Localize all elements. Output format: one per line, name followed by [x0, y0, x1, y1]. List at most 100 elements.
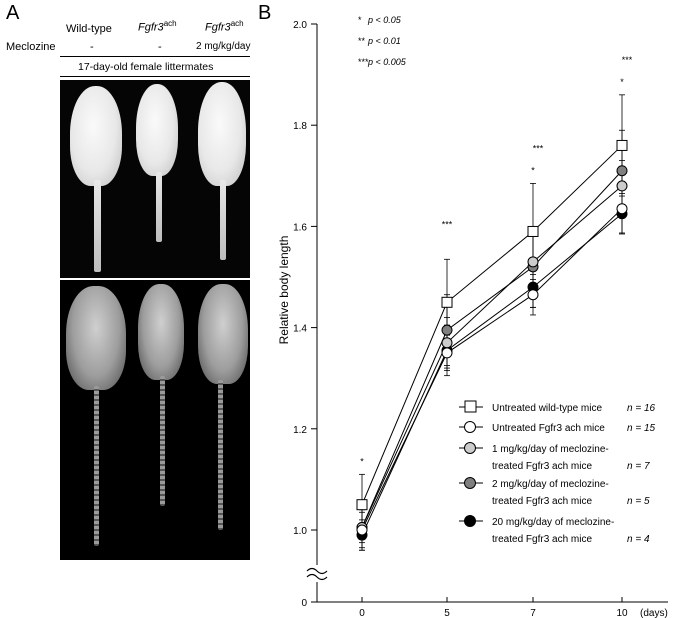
legend-n: n = 4 — [627, 534, 650, 545]
mice-photo — [60, 80, 250, 278]
header-fgfr3-untreated: Fgfr3ach — [138, 19, 177, 34]
legend-n: n = 15 — [627, 423, 656, 434]
data-point-circle — [441, 337, 453, 349]
data-point-circle — [616, 180, 628, 192]
legend-n: n = 7 — [627, 461, 650, 472]
data-point-circle — [356, 524, 368, 536]
series-legend: Untreated wild-type mice n = 16 Untreate… — [459, 400, 656, 545]
significance-mark: * — [360, 456, 364, 466]
y-tick-label: 2.0 — [293, 20, 307, 31]
data-point-square — [527, 225, 539, 237]
caption-rule — [60, 76, 250, 77]
x-tick-label: 0 — [359, 608, 365, 618]
axis-break — [306, 567, 328, 581]
data-point-square — [616, 139, 628, 151]
legend-marker-circle — [464, 421, 476, 433]
legend-entry-2mg: 2 mg/kg/day of meclozine- treated Fgfr3 … — [459, 477, 650, 507]
legend-label: Untreated wild-type mice — [492, 403, 602, 414]
data-point-square — [356, 499, 368, 511]
significance-mark: *** — [533, 143, 544, 153]
significance-mark: *** — [442, 219, 453, 229]
sig-text: p < 0.005 — [367, 57, 407, 67]
series-line — [361, 208, 623, 531]
legend-marker-circle — [464, 515, 476, 527]
legend-label: treated Fgfr3 ach mice — [492, 496, 592, 507]
legend-label: Untreated Fgfr3 ach mice — [492, 423, 605, 434]
y-tick-label: 0 — [301, 598, 307, 609]
significance-mark: * — [531, 165, 535, 175]
header-wild-type: Wild-type — [66, 23, 112, 35]
mouse-tail — [156, 172, 162, 242]
y-tick-label: 1.0 — [293, 526, 307, 537]
legend-entry-20mg: 20 mg/kg/day of meclozine- treated Fgfr3… — [459, 515, 650, 545]
series-line — [361, 185, 623, 528]
data-point-circle — [441, 347, 453, 359]
series-line — [361, 170, 623, 528]
legend-entry-untreated-fgfr3: Untreated Fgfr3 ach mice n = 15 — [459, 421, 656, 434]
data-point-circle — [616, 165, 628, 177]
meclozine-value-treated: 2 mg/kg/day — [196, 41, 251, 52]
mouse-tail — [220, 180, 226, 260]
sig-text: p < 0.01 — [367, 36, 401, 46]
header-wild-type-text: Wild-type — [66, 23, 112, 35]
y-tick-label: 1.4 — [293, 324, 307, 335]
panel-b-label: B — [258, 2, 272, 24]
panel-a-label: A — [6, 2, 20, 24]
legend-marker-circle — [464, 442, 476, 454]
legend-marker-circle — [464, 477, 476, 489]
legend-n: n = 5 — [627, 496, 650, 507]
mouse-fgfr3 — [136, 84, 178, 176]
xray-tail — [94, 386, 99, 546]
legend-label: treated Fgfr3 ach mice — [492, 534, 592, 545]
series-line — [361, 213, 623, 536]
legend-label: 1 mg/kg/day of meclozine- — [492, 444, 609, 455]
data-point-circle — [441, 324, 453, 336]
y-tick-label: 1.2 — [293, 425, 307, 436]
significance-mark: *** — [622, 55, 633, 65]
mice-xray — [60, 280, 250, 560]
littermates-caption: 17-day-old female littermates — [78, 61, 214, 73]
header-rule — [60, 56, 250, 57]
meclozine-row-label: Meclozine — [6, 41, 56, 53]
gene-superscript: ach — [163, 19, 177, 28]
gene-name: Fgfr3 — [205, 21, 231, 34]
legend-marker-square — [464, 400, 477, 413]
xray-fgfr3 — [138, 284, 184, 380]
data-point-square — [441, 296, 453, 308]
legend-label: 20 mg/kg/day of meclozine- — [492, 517, 614, 528]
x-tick-label: 5 — [444, 608, 450, 618]
sig-text: p < 0.05 — [367, 15, 402, 25]
series-line — [361, 145, 623, 505]
legend-label: 2 mg/kg/day of meclozine- — [492, 479, 609, 490]
meclozine-value-wild-type: - — [90, 41, 94, 53]
xray-wild-type — [66, 286, 126, 390]
sig-stars: ** — [358, 36, 366, 46]
mouse-tail — [94, 180, 101, 272]
meclozine-value-fgfr3: - — [158, 41, 162, 53]
significance-legend: * p < 0.05 ** p < 0.01 *** p < 0.005 — [358, 15, 407, 67]
sig-stars: * — [358, 15, 362, 25]
data-point-circle — [527, 289, 539, 301]
legend-entry-wild-type: Untreated wild-type mice n = 16 — [459, 400, 656, 414]
y-axis-title: Relative body length — [277, 236, 291, 345]
y-tick-label: 1.8 — [293, 121, 307, 132]
xray-tail — [160, 376, 165, 506]
data-point-circle — [527, 256, 539, 268]
x-axis-unit: (days) — [640, 608, 668, 618]
significance-mark: * — [620, 77, 624, 87]
x-tick-label: 7 — [530, 608, 536, 618]
gene-superscript: ach — [230, 19, 244, 28]
x-tick-label: 10 — [616, 608, 628, 618]
header-fgfr3-treated: Fgfr3ach — [205, 19, 244, 34]
xray-tail — [218, 380, 223, 530]
legend-n: n = 16 — [627, 403, 656, 414]
legend-entry-1mg: 1 mg/kg/day of meclozine- treated Fgfr3 … — [459, 442, 650, 472]
mouse-fgfr3-treated — [198, 82, 246, 186]
xray-fgfr3-treated — [198, 284, 248, 384]
y-tick-label: 1.6 — [293, 222, 307, 233]
legend-label: treated Fgfr3 ach mice — [492, 461, 592, 472]
gene-name: Fgfr3 — [138, 21, 164, 34]
data-point-circle — [616, 203, 628, 215]
mouse-wild-type — [70, 86, 122, 186]
